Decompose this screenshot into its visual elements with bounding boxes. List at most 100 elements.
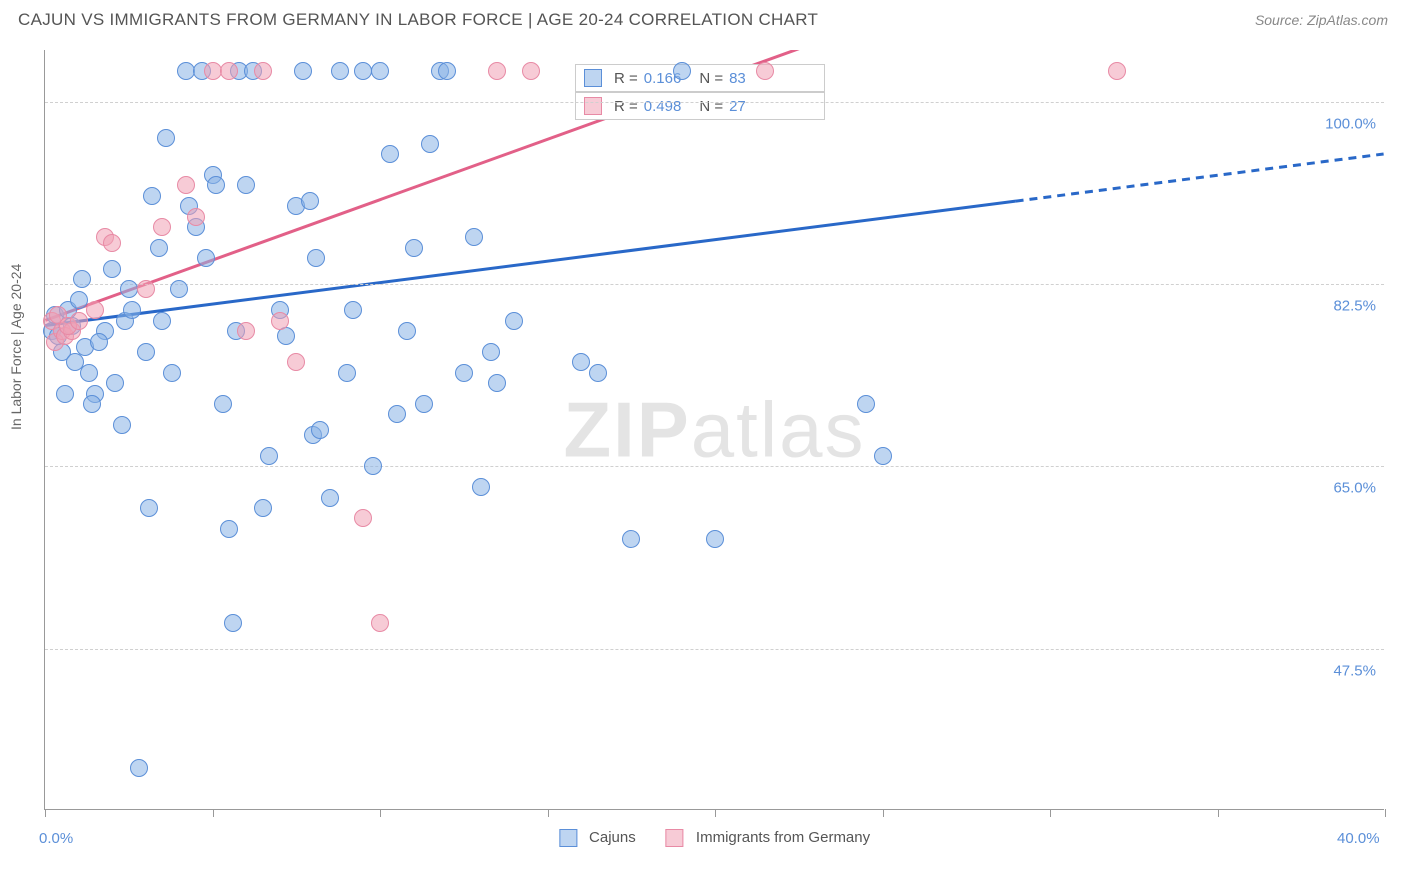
scatter-point xyxy=(113,416,131,434)
scatter-point xyxy=(371,62,389,80)
y-tick-label: 65.0% xyxy=(1333,480,1376,497)
x-tick xyxy=(548,809,549,817)
grid-line xyxy=(45,466,1384,467)
scatter-point xyxy=(224,614,242,632)
watermark: ZIPatlas xyxy=(563,384,865,475)
scatter-point xyxy=(143,187,161,205)
scatter-point xyxy=(170,280,188,298)
scatter-point xyxy=(254,62,272,80)
scatter-point xyxy=(505,312,523,330)
scatter-point xyxy=(220,62,238,80)
scatter-point xyxy=(301,192,319,210)
scatter-point xyxy=(706,530,724,548)
x-tick xyxy=(380,809,381,817)
grid-line xyxy=(45,284,1384,285)
scatter-point xyxy=(321,489,339,507)
stat-n-label-2: N = xyxy=(699,98,723,115)
scatter-point xyxy=(153,218,171,236)
legend-swatch-cajuns xyxy=(559,829,577,847)
stat-n-label: N = xyxy=(699,70,723,87)
scatter-point xyxy=(153,312,171,330)
scatter-point xyxy=(338,364,356,382)
scatter-point xyxy=(90,333,108,351)
legend-item-germany: Immigrants from Germany xyxy=(666,829,870,847)
stat-r-value-germany: 0.498 xyxy=(644,98,682,115)
scatter-point xyxy=(137,280,155,298)
scatter-point xyxy=(56,385,74,403)
grid-line xyxy=(45,102,1384,103)
scatter-point xyxy=(488,62,506,80)
scatter-point xyxy=(405,239,423,257)
scatter-point xyxy=(371,614,389,632)
scatter-point xyxy=(80,364,98,382)
scatter-point xyxy=(1108,62,1126,80)
scatter-point xyxy=(364,457,382,475)
scatter-point xyxy=(70,312,88,330)
chart-plot-area: ZIPatlas R = 0.166 N = 83 R = 0.498 N = … xyxy=(44,50,1384,810)
x-tick xyxy=(213,809,214,817)
legend-label-germany: Immigrants from Germany xyxy=(696,829,870,846)
scatter-point xyxy=(874,447,892,465)
scatter-point xyxy=(673,62,691,80)
scatter-point xyxy=(140,499,158,517)
scatter-point xyxy=(214,395,232,413)
bottom-legend: Cajuns Immigrants from Germany xyxy=(559,829,870,847)
stat-box-germany: R = 0.498 N = 27 xyxy=(575,92,825,120)
x-tick xyxy=(715,809,716,817)
scatter-point xyxy=(381,145,399,163)
scatter-point xyxy=(103,234,121,252)
x-tick xyxy=(883,809,884,817)
y-tick-label: 47.5% xyxy=(1333,662,1376,679)
stat-r-label: R = xyxy=(614,70,638,87)
legend-swatch-germany xyxy=(666,829,684,847)
scatter-point xyxy=(354,62,372,80)
scatter-point xyxy=(455,364,473,382)
legend-item-cajuns: Cajuns xyxy=(559,829,636,847)
stat-box-cajuns: R = 0.166 N = 83 xyxy=(575,64,825,92)
scatter-point xyxy=(220,520,238,538)
y-tick-label: 100.0% xyxy=(1325,116,1376,133)
scatter-point xyxy=(857,395,875,413)
scatter-point xyxy=(237,322,255,340)
scatter-point xyxy=(130,759,148,777)
x-tick xyxy=(1218,809,1219,817)
scatter-point xyxy=(294,62,312,80)
scatter-point xyxy=(86,301,104,319)
scatter-point xyxy=(331,62,349,80)
scatter-point xyxy=(120,280,138,298)
scatter-point xyxy=(237,176,255,194)
x-tick-label: 40.0% xyxy=(1337,830,1380,847)
scatter-point xyxy=(177,176,195,194)
scatter-point xyxy=(163,364,181,382)
scatter-point xyxy=(277,327,295,345)
stat-n-value-cajuns: 83 xyxy=(729,70,746,87)
scatter-point xyxy=(307,249,325,267)
scatter-point xyxy=(522,62,540,80)
scatter-point xyxy=(398,322,416,340)
scatter-point xyxy=(150,239,168,257)
scatter-point xyxy=(311,421,329,439)
scatter-point xyxy=(388,405,406,423)
legend-label-cajuns: Cajuns xyxy=(589,829,636,846)
watermark-light: atlas xyxy=(691,385,866,473)
scatter-point xyxy=(438,62,456,80)
scatter-point xyxy=(123,301,141,319)
scatter-point xyxy=(482,343,500,361)
scatter-point xyxy=(472,478,490,496)
stat-swatch-germany xyxy=(584,97,602,115)
scatter-point xyxy=(106,374,124,392)
scatter-point xyxy=(421,135,439,153)
trend-lines-svg xyxy=(45,50,1384,809)
scatter-point xyxy=(756,62,774,80)
y-axis-label: In Labor Force | Age 20-24 xyxy=(8,264,24,430)
stat-n-value-germany: 27 xyxy=(729,98,746,115)
stat-r-label-2: R = xyxy=(614,98,638,115)
scatter-point xyxy=(622,530,640,548)
grid-line xyxy=(45,649,1384,650)
scatter-point xyxy=(177,62,195,80)
scatter-point xyxy=(207,176,225,194)
scatter-point xyxy=(254,499,272,517)
scatter-point xyxy=(157,129,175,147)
chart-title: CAJUN VS IMMIGRANTS FROM GERMANY IN LABO… xyxy=(18,10,818,30)
scatter-point xyxy=(83,395,101,413)
